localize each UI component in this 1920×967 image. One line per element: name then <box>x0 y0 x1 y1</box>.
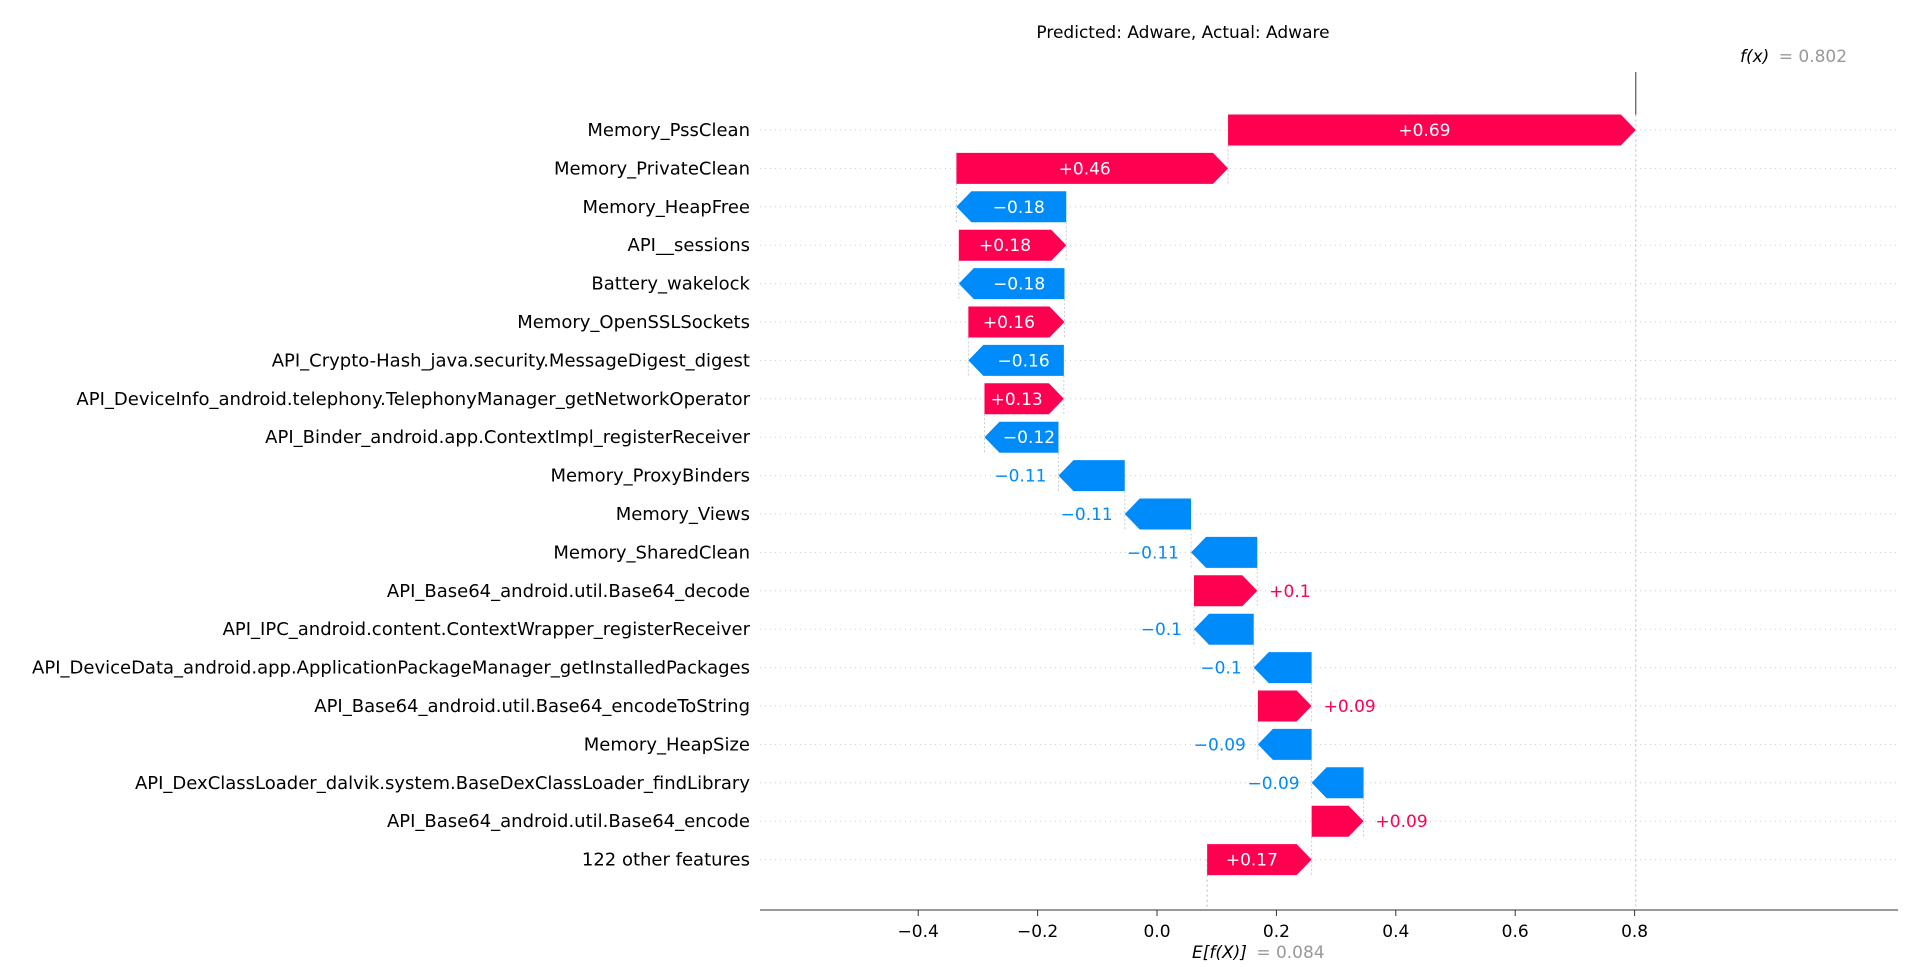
bar-value-label: +0.46 <box>1059 159 1111 179</box>
bar-value-label: +0.09 <box>1376 812 1428 832</box>
feature-label: API_Base64_android.util.Base64_encode <box>387 811 750 832</box>
reference-lines <box>955 72 1637 910</box>
svg-text:f(x) = 0.802: f(x) = 0.802 <box>1740 47 1847 67</box>
bar-value-label: +0.17 <box>1226 851 1278 871</box>
bar-value-label: +0.18 <box>979 236 1031 256</box>
contribution-bar <box>1311 767 1364 799</box>
feature-label: Memory_SharedClean <box>553 542 750 563</box>
bar-value-label: −0.18 <box>993 275 1045 295</box>
x-tick-label: 0.6 <box>1502 922 1529 942</box>
bar-value-label: −0.09 <box>1194 735 1246 755</box>
feature-label: Battery_wakelock <box>591 274 750 295</box>
fx-label: f(x) <box>1740 47 1769 67</box>
contribution-bar <box>1253 652 1312 684</box>
contribution-bar <box>958 268 1065 300</box>
feature-label: Memory_HeapSize <box>584 734 750 755</box>
x-tick-label: −0.2 <box>1017 922 1058 942</box>
contribution-bar <box>1207 844 1312 876</box>
contribution-bars: +0.69 +0.46 −0.18 +0.18 −0.18 +0.16 −0.16 +0.13… <box>956 114 1636 876</box>
bar-value-label: −0.12 <box>1003 428 1055 448</box>
feature-label: Memory_ProxyBinders <box>550 466 750 487</box>
bar-value-label: +0.16 <box>983 313 1035 333</box>
svg-text:E[f(X)] = 0.084: E[f(X)] = 0.084 <box>1192 943 1325 963</box>
feature-labels: Memory_PssClean Memory_PrivateClean Memory… <box>32 120 751 871</box>
contribution-bar <box>1191 536 1258 568</box>
contribution-bar <box>1257 728 1312 760</box>
feature-label: 122 other features <box>582 850 750 871</box>
contribution-bar <box>1311 805 1364 837</box>
x-tick-label: 0.2 <box>1263 922 1290 942</box>
bar-value-label: +0.69 <box>1398 121 1450 141</box>
contribution-bar <box>1257 690 1312 722</box>
bar-value-label: +0.13 <box>991 390 1043 410</box>
ex-value: = 0.084 <box>1256 943 1324 963</box>
feature-label: API_DeviceData_android.app.ApplicationPa… <box>32 658 750 679</box>
feature-label: Memory_HeapFree <box>583 197 750 218</box>
bar-value-label: −0.09 <box>1248 774 1300 794</box>
contribution-bar <box>956 152 1229 184</box>
bar-value-label: −0.11 <box>1127 543 1179 563</box>
bar-value-label: +0.09 <box>1324 697 1376 717</box>
contribution-bar <box>1124 498 1192 530</box>
contribution-bar <box>1194 575 1258 607</box>
bar-value-label: −0.18 <box>993 198 1045 218</box>
contribution-bar <box>968 344 1064 376</box>
contribution-bar <box>1194 613 1254 645</box>
feature-label: API_Base64_android.util.Base64_encodeToS… <box>314 696 750 717</box>
ex-label: E[f(X)] <box>1192 943 1247 963</box>
bar-value-label: −0.11 <box>994 467 1046 487</box>
fx-value: = 0.802 <box>1779 47 1847 67</box>
feature-label: Memory_PrivateClean <box>554 158 750 179</box>
feature-label: API_Crypto-Hash_java.security.MessageDig… <box>272 350 750 371</box>
feature-label: Memory_Views <box>616 504 750 525</box>
contribution-bar <box>956 191 1067 223</box>
bar-value-label: −0.16 <box>998 351 1050 371</box>
contribution-bar <box>958 229 1067 261</box>
chart-title: Predicted: Adware, Actual: Adware <box>1036 23 1329 43</box>
bar-value-label: +0.1 <box>1269 582 1310 602</box>
feature-label: API_Binder_android.app.ContextImpl_regis… <box>265 427 750 448</box>
x-tick-label: 0.0 <box>1143 922 1170 942</box>
x-tick-label: −0.4 <box>898 922 939 942</box>
bar-value-label: −0.1 <box>1200 659 1241 679</box>
feature-label: API_DeviceInfo_android.telephony.Telepho… <box>76 389 750 410</box>
bar-value-label: −0.11 <box>1061 505 1113 525</box>
feature-label: API_Base64_android.util.Base64_decode <box>387 581 750 602</box>
feature-label: Memory_PssClean <box>587 120 750 141</box>
feature-label: API_DexClassLoader_dalvik.system.BaseDex… <box>135 773 750 794</box>
x-tick-label: 0.4 <box>1382 922 1409 942</box>
feature-label: API__sessions <box>628 235 750 256</box>
bar-value-label: −0.1 <box>1141 620 1182 640</box>
contribution-bar <box>1228 114 1636 146</box>
contribution-bar <box>984 383 1064 415</box>
row-gridlines <box>760 129 1898 861</box>
x-tick-label: 0.8 <box>1621 922 1648 942</box>
contribution-bar <box>984 421 1059 453</box>
feature-label: Memory_OpenSSLSockets <box>517 312 750 333</box>
x-axis: −0.4 −0.2 0.0 0.2 0.4 0.6 0.8 <box>760 909 1898 942</box>
contribution-bar <box>968 306 1065 338</box>
fx-annotation: f(x) = 0.802 <box>1740 47 1847 67</box>
contribution-bar <box>1058 460 1125 492</box>
expected-value-annotation: E[f(X)] = 0.084 <box>1192 943 1325 963</box>
feature-label: API_IPC_android.content.ContextWrapper_r… <box>223 619 751 640</box>
